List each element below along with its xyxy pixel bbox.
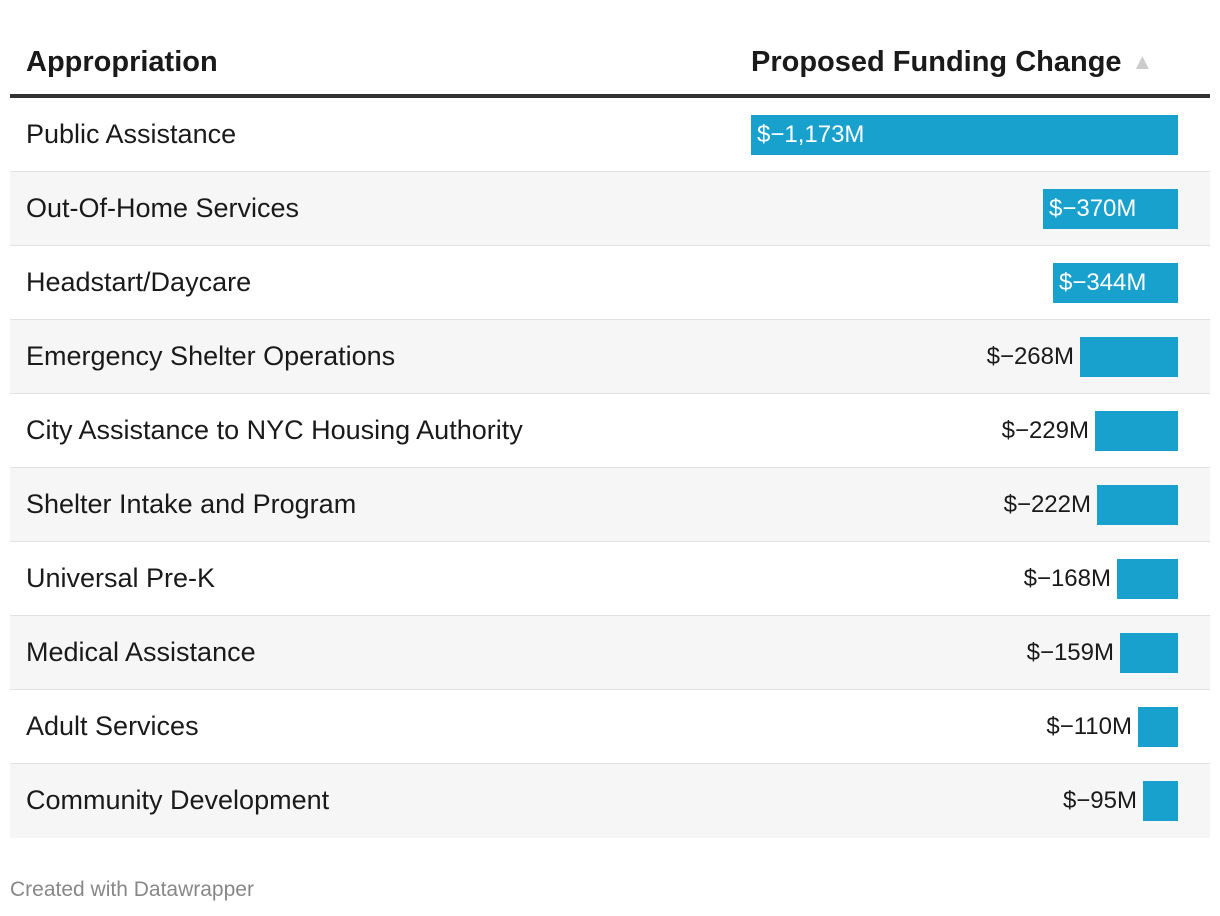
column-header-appropriation[interactable]: Appropriation [26, 46, 218, 79]
bar-cell: $−344M [751, 263, 1178, 303]
bar [1080, 337, 1178, 377]
bar [751, 115, 1178, 155]
table-row: Out-Of-Home Services $−370M [10, 172, 1210, 246]
bar-cell: $−95M [751, 781, 1178, 821]
table-row: City Assistance to NYC Housing Authority… [10, 394, 1210, 468]
table-row: Shelter Intake and Program $−222M [10, 468, 1210, 542]
bar-cell: $−159M [751, 633, 1178, 673]
row-label: Community Development [26, 785, 330, 815]
table-header: Appropriation Proposed Funding Change ▲ [10, 28, 1210, 98]
table-body: Public Assistance $−1,173M Out-Of-Home Ser… [10, 98, 1210, 838]
row-label: Public Assistance [26, 119, 237, 149]
bar [1138, 707, 1178, 747]
row-label: City Assistance to NYC Housing Authority [26, 415, 523, 445]
table-row: Medical Assistance $−159M [10, 616, 1210, 690]
bar-cell: $−268M [751, 337, 1178, 377]
bar [1043, 189, 1178, 229]
bar [1095, 411, 1178, 451]
credit-footer: Created with Datawrapper [10, 878, 254, 901]
bar-value-label: $−229M [1001, 417, 1089, 444]
sort-ascending-icon[interactable]: ▲ [1131, 49, 1154, 74]
bar-value-label: $−159M [1026, 639, 1114, 666]
row-label: Medical Assistance [26, 637, 256, 667]
row-label: Out-Of-Home Services [26, 193, 300, 223]
bar [1143, 781, 1178, 821]
bar-cell: $−168M [751, 559, 1178, 599]
table-row: Universal Pre-K $−168M [10, 542, 1210, 616]
row-label: Headstart/Daycare [26, 267, 252, 297]
column-header-funding-change[interactable]: Proposed Funding Change ▲ [751, 46, 1153, 79]
column-header-label: Proposed Funding Change [751, 46, 1122, 78]
bar-value-label: $−222M [1003, 491, 1091, 518]
bar-value-label: $−110M [1046, 713, 1132, 740]
bar [1053, 263, 1178, 303]
bar-cell: $−222M [751, 485, 1178, 525]
table-row: Public Assistance $−1,173M [10, 98, 1210, 172]
bar-value-label: $−95M [1062, 787, 1137, 814]
bar-cell: $−370M [751, 189, 1178, 229]
bar-value-label: $−268M [986, 343, 1074, 370]
bar-value-label: $−344M [1059, 269, 1147, 296]
bar-cell: $−229M [751, 411, 1178, 451]
bar-value-label: $−370M [1049, 195, 1137, 222]
row-label: Shelter Intake and Program [26, 489, 357, 519]
bar-cell: $−1,173M [751, 115, 1178, 155]
table-row: Community Development $−95M [10, 764, 1210, 838]
table-row: Emergency Shelter Operations $−268M [10, 320, 1210, 394]
table-row: Headstart/Daycare $−344M [10, 246, 1210, 320]
bar-value-label: $−168M [1023, 565, 1111, 592]
bar-value-label: $−1,173M [757, 121, 865, 148]
bar [1120, 633, 1178, 673]
data-table: Appropriation Proposed Funding Change ▲ P… [10, 28, 1210, 838]
table-row: Adult Services $−110M [10, 690, 1210, 764]
row-label: Universal Pre-K [26, 563, 216, 593]
bar [1097, 485, 1178, 525]
row-label: Emergency Shelter Operations [26, 341, 396, 371]
bar [1117, 559, 1178, 599]
row-label: Adult Services [26, 711, 199, 741]
bar-cell: $−110M [751, 707, 1178, 747]
column-header-label: Appropriation [26, 46, 218, 78]
